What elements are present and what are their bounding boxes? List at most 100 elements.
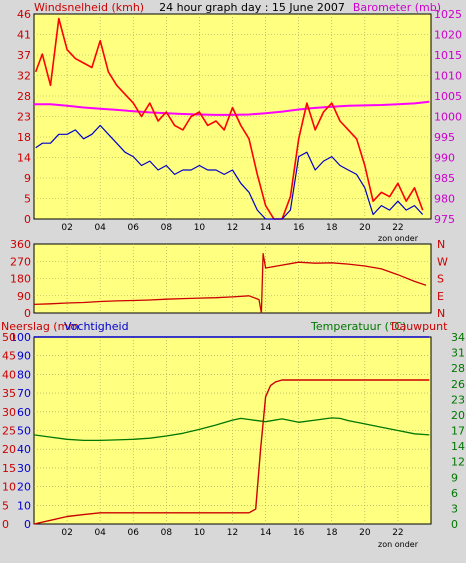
dewpoint-axis-title: Dauwpunt <box>391 320 448 333</box>
x-tick-label: 02 <box>61 528 72 538</box>
y-tick-label: 23 <box>17 111 31 124</box>
barometer-series <box>34 100 430 116</box>
sun-set-label: zon onder <box>378 540 419 549</box>
x-tick-label: 14 <box>260 223 272 233</box>
temperature-tick-label: 26 <box>451 378 465 391</box>
temperature-series <box>33 417 430 442</box>
x-tick-label: 22 <box>392 223 403 233</box>
x-tick-label: 18 <box>326 223 338 233</box>
rain-tick-label: 30 <box>2 406 16 419</box>
temperature-tick-label: 23 <box>451 393 465 406</box>
temperature-tick-label: 31 <box>451 347 465 360</box>
y-tick-label: 80 <box>17 368 31 381</box>
y-tick-label: 46 <box>17 8 31 21</box>
y-tick-label: 41 <box>17 29 31 42</box>
y-tick-label: 37 <box>17 49 31 62</box>
y-tick-label: 32 <box>17 70 31 83</box>
rain-tick-label: 45 <box>2 350 16 363</box>
rain-tick-label: 10 <box>2 481 16 494</box>
rain-axis-title: Neerslag (mm <box>1 320 79 333</box>
y-tick-label: 14 <box>17 152 31 165</box>
temperature-axis-title: Temperatuur (°C) <box>310 320 406 333</box>
y-tick-label: 1025 <box>434 8 462 21</box>
y-tick-label: 90 <box>17 350 31 363</box>
temperature-tick-label: 28 <box>451 362 465 375</box>
rain-tick-label: 0 <box>2 518 9 531</box>
graph-title: 24 hour graph day : 15 June 2007 <box>159 1 345 14</box>
compass-label: S <box>437 273 444 286</box>
x-tick-label: 18 <box>326 528 338 538</box>
y-tick-label: 270 <box>10 255 31 268</box>
rain-series <box>33 379 430 525</box>
compass-label: W <box>437 255 448 268</box>
wind-direction-series <box>33 252 427 314</box>
humidity-axis-title: Vochtigheid <box>64 320 129 333</box>
compass-label: E <box>437 290 444 303</box>
y-tick-label: 1005 <box>434 90 462 103</box>
y-tick-label: 360 <box>10 238 31 251</box>
wind-average-series <box>35 124 424 220</box>
y-tick-label: 1020 <box>434 29 462 42</box>
sun-set-label: zon onder <box>378 234 419 243</box>
y-tick-label: 100 <box>10 331 31 344</box>
x-tick-label: 10 <box>194 223 206 233</box>
x-tick-label: 06 <box>128 223 140 233</box>
y-tick-label: 1000 <box>434 111 462 124</box>
y-tick-label: 18 <box>17 131 31 144</box>
y-tick-label: 995 <box>434 131 455 144</box>
x-tick-label: 02 <box>61 223 72 233</box>
rain-humidity-temperature-panel: 0102030405060708090100051015202530354045… <box>2 331 465 549</box>
y-tick-label: 1010 <box>434 70 462 83</box>
rain-tick-label: 20 <box>2 443 16 456</box>
y-tick-label: 40 <box>17 443 31 456</box>
y-tick-label: 1015 <box>434 49 462 62</box>
wind-gust-series <box>34 17 424 220</box>
y-tick-label: 50 <box>17 425 31 438</box>
y-tick-label: 0 <box>24 518 31 531</box>
x-tick-label: 16 <box>293 223 305 233</box>
rain-tick-label: 40 <box>2 368 16 381</box>
x-tick-label: 08 <box>161 223 173 233</box>
temperature-tick-label: 6 <box>451 487 458 500</box>
temperature-tick-label: 0 <box>451 518 458 531</box>
temperature-tick-label: 12 <box>451 456 465 469</box>
y-tick-label: 0 <box>24 213 31 226</box>
y-tick-label: 0 <box>24 307 31 320</box>
x-tick-label: 20 <box>359 528 371 538</box>
x-tick-label: 10 <box>194 528 206 538</box>
y-tick-label: 28 <box>17 90 31 103</box>
compass-label: N <box>437 238 445 251</box>
x-tick-label: 04 <box>94 223 106 233</box>
wind-barometer-panel: 0 5 9 14 18 23 28 32 37 41 46 975 980 985 990 995 1000 10… <box>17 8 462 243</box>
x-tick-label: 12 <box>227 223 238 233</box>
temperature-tick-label: 20 <box>451 409 465 422</box>
x-tick-label: 12 <box>227 528 238 538</box>
y-tick-label: 180 <box>10 273 31 286</box>
wind-axis-title: Windsnelheid (kmh) <box>34 1 144 14</box>
temperature-tick-label: 14 <box>451 440 465 453</box>
y-tick-label: 20 <box>17 481 31 494</box>
barometer-axis-title: Barometer (mb) <box>353 1 441 14</box>
rain-tick-label: 50 <box>2 331 16 344</box>
temperature-tick-label: 9 <box>451 471 458 484</box>
y-tick-label: 10 <box>17 499 31 512</box>
temperature-tick-label: 3 <box>451 502 458 515</box>
x-tick-label: 22 <box>392 528 403 538</box>
y-tick-label: 5 <box>24 193 31 206</box>
x-tick-label: 16 <box>293 528 305 538</box>
y-tick-label: 975 <box>434 213 455 226</box>
x-tick-label: 08 <box>161 528 173 538</box>
x-tick-label: 06 <box>128 528 140 538</box>
y-tick-label: 70 <box>17 387 31 400</box>
y-tick-label: 30 <box>17 462 31 475</box>
y-tick-label: 90 <box>17 290 31 303</box>
x-tick-label: 04 <box>94 528 106 538</box>
y-tick-label: 990 <box>434 152 455 165</box>
y-tick-label: 9 <box>24 172 31 185</box>
y-tick-label: 985 <box>434 172 455 185</box>
rain-tick-label: 35 <box>2 387 16 400</box>
x-tick-label: 14 <box>260 528 272 538</box>
y-tick-label: 60 <box>17 406 31 419</box>
